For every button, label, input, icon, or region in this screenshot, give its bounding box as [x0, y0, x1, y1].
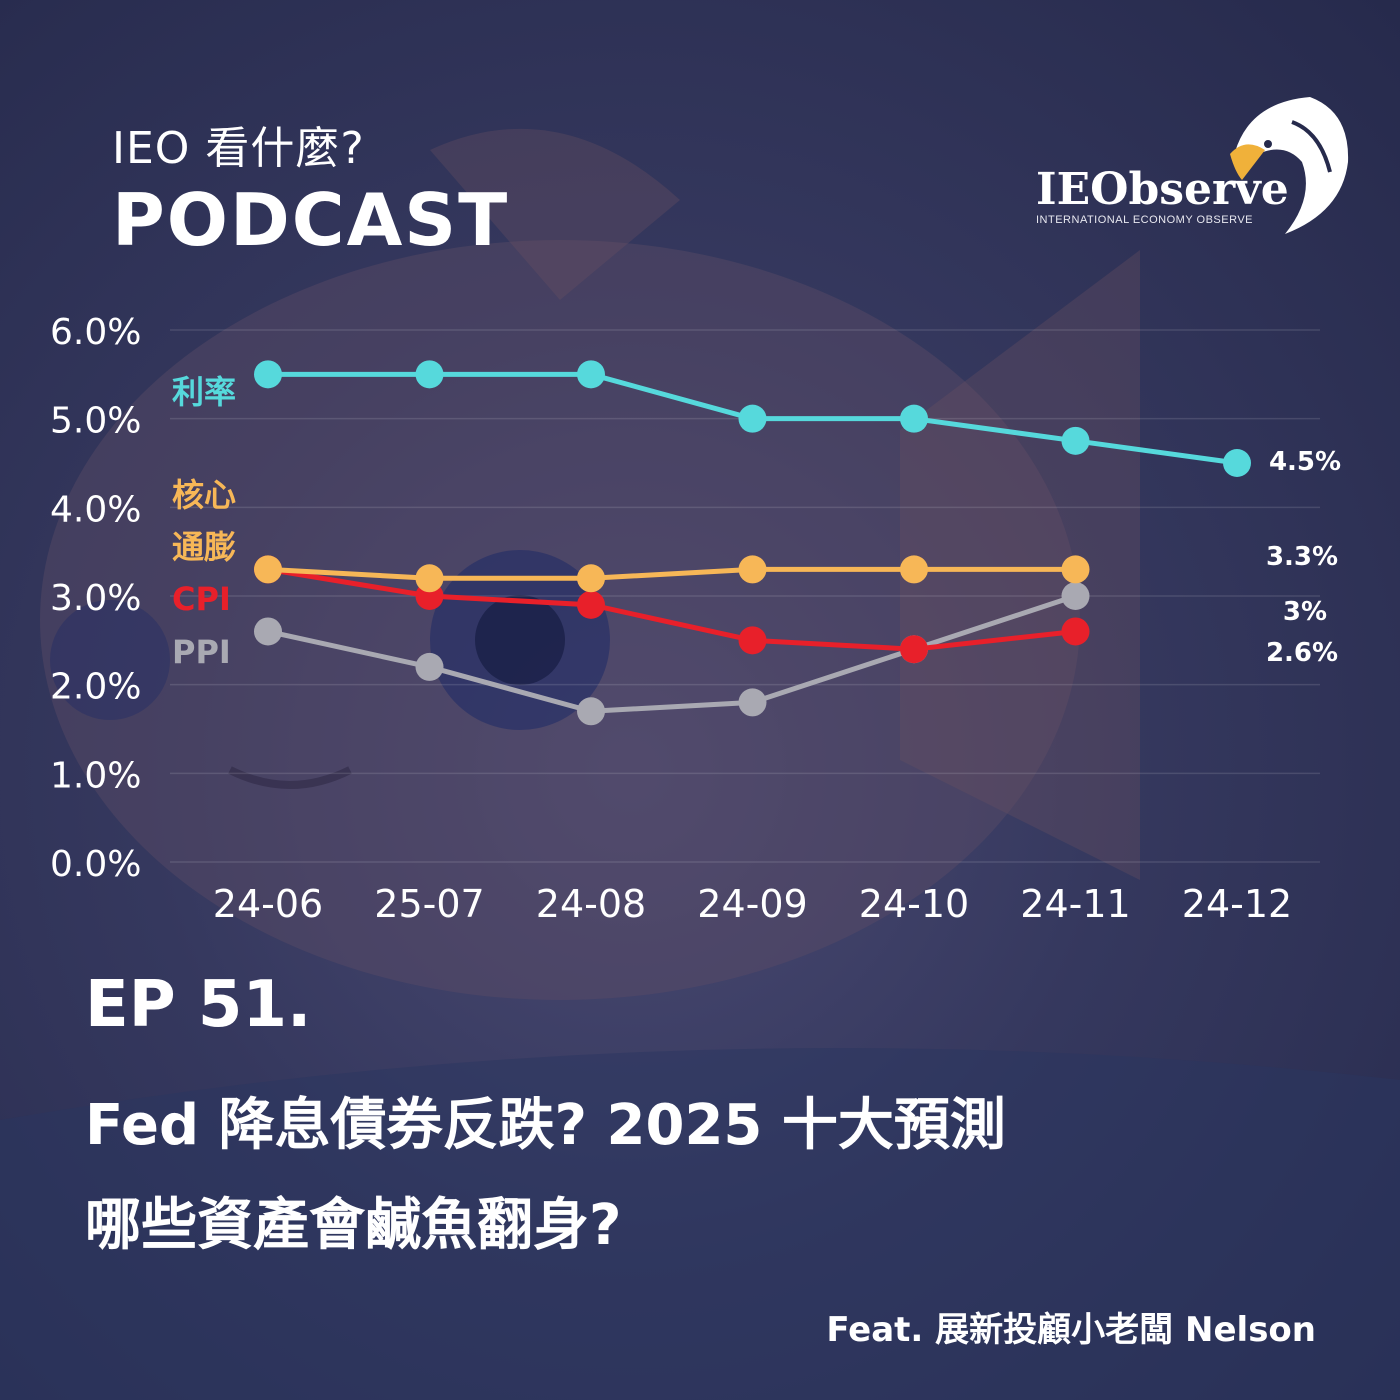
end-value-label: 3%: [1283, 597, 1327, 627]
data-point: [577, 564, 605, 593]
data-point: [1061, 617, 1090, 646]
series-line: [267, 566, 1076, 581]
y-tick-label: 2.0%: [50, 667, 141, 708]
series-name-label: 通膨: [172, 528, 236, 566]
logo-wordmark: IEObserve: [1036, 164, 1289, 215]
x-tick-label: 24-10: [859, 882, 969, 926]
x-tick-label: 25-07: [374, 882, 484, 926]
y-tick-label: 6.0%: [50, 312, 141, 353]
data-point: [1061, 582, 1090, 610]
data-point: [254, 360, 282, 389]
end-value-label: 3.3%: [1266, 542, 1338, 572]
data-point: [900, 635, 928, 664]
data-point: [738, 404, 767, 433]
featured-guest: Feat. 展新投顧小老闆 Nelson: [826, 1310, 1316, 1350]
ieobserve-logo: IEObserve INTERNATIONAL ECONOMY OBSERVE: [1030, 92, 1360, 242]
data-point: [1061, 426, 1090, 455]
data-point: [577, 590, 605, 619]
eagle-icon: [1230, 97, 1349, 234]
data-point: [1061, 555, 1090, 584]
y-tick-label: 4.0%: [50, 489, 141, 530]
series-name-label: PPI: [172, 633, 231, 671]
x-tick-label: 24-08: [536, 882, 646, 926]
series-name-label: 核心: [172, 476, 236, 514]
series-line: [267, 593, 1077, 714]
end-value-label: 2.6%: [1266, 638, 1338, 668]
end-value-label: 4.5%: [1269, 447, 1341, 477]
data-point: [415, 652, 444, 681]
y-tick-label: 3.0%: [50, 578, 141, 619]
x-tick-label: 24-06: [213, 882, 323, 926]
podcast-label: PODCAST: [112, 178, 510, 262]
data-point: [738, 688, 767, 717]
episode-number: EP 51.: [85, 968, 312, 1042]
data-point: [577, 360, 605, 389]
series-line: [267, 566, 1076, 652]
data-point: [415, 564, 444, 593]
y-tick-label: 0.0%: [50, 844, 141, 885]
data-point: [738, 555, 767, 584]
data-point: [254, 617, 282, 646]
x-tick-label: 24-12: [1182, 882, 1292, 926]
data-point: [1223, 449, 1251, 477]
data-point: [900, 555, 928, 584]
data-point: [738, 626, 767, 655]
episode-title-line2: 哪些資產會鹹魚翻身?: [85, 1193, 622, 1258]
data-point: [900, 404, 928, 433]
logo-tagline: INTERNATIONAL ECONOMY OBSERVE: [1036, 214, 1254, 226]
x-tick-label: 24-11: [1020, 882, 1130, 926]
episode-title-line1: Fed 降息債券反跌? 2025 十大預測: [85, 1093, 1006, 1158]
data-point: [254, 555, 282, 584]
x-tick-label: 24-09: [697, 882, 807, 926]
rates-inflation-line-chart: 0.0% 1.0% 2.0% 3.0% 4.0% 5.0% 6.0% 24-06 25-07 24…: [50, 312, 1341, 926]
y-tick-label: 1.0%: [50, 755, 141, 796]
y-tick-label: 5.0%: [50, 401, 141, 442]
series-name-label: 利率: [172, 373, 236, 411]
podcast-series-name: IEO 看什麼?: [112, 123, 365, 174]
data-point: [577, 697, 605, 726]
series-name-label: CPI: [172, 580, 231, 618]
data-point: [415, 360, 444, 389]
